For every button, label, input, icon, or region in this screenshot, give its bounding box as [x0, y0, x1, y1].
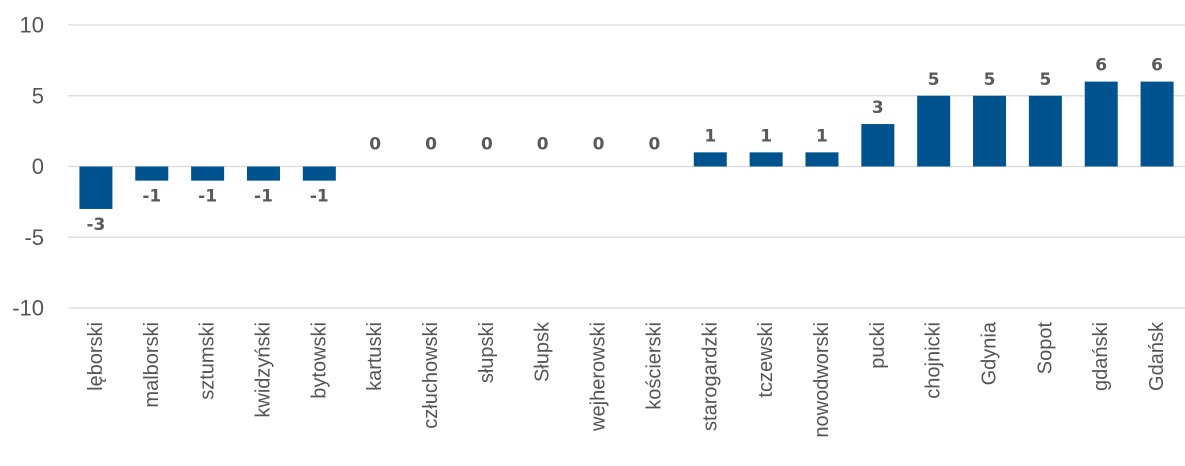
x-tick-label: chojnicki — [923, 322, 945, 399]
x-axis-ticks: lęborski malborski sztumski kwidzyński bytow… — [85, 321, 1168, 438]
x-tick-label: słupski — [476, 322, 498, 383]
data-label: 5 — [928, 70, 940, 90]
data-label: -1 — [254, 187, 273, 207]
data-label: 0 — [537, 135, 549, 155]
data-label: 3 — [872, 98, 884, 118]
data-label: 0 — [649, 135, 661, 155]
bar — [917, 95, 951, 167]
data-label: -1 — [310, 187, 329, 207]
x-tick-label: kwidzyński — [252, 322, 274, 418]
bar — [861, 124, 895, 167]
data-label: 0 — [369, 135, 381, 155]
bars — [79, 81, 1174, 209]
bar — [693, 152, 727, 167]
data-label: 0 — [481, 135, 493, 155]
x-tick-label: Słupsk — [532, 321, 554, 382]
x-tick-label: Sopot — [1034, 322, 1056, 375]
bar — [246, 166, 280, 181]
bar — [973, 95, 1007, 167]
x-tick-label: malborski — [141, 322, 163, 408]
bar — [1140, 81, 1174, 167]
bar — [1028, 95, 1062, 167]
data-label: 1 — [816, 126, 828, 146]
x-tick-label: starogardzki — [699, 322, 721, 431]
bar — [135, 166, 169, 181]
bar — [805, 152, 839, 167]
x-tick-label: nowodworski — [811, 322, 833, 438]
x-tick-label: Gdynia — [979, 321, 1001, 385]
y-tick-label: 10 — [20, 13, 44, 38]
y-axis-ticks: 10 5 0 -5 -10 — [12, 13, 44, 321]
data-label: 1 — [760, 126, 772, 146]
data-label: -1 — [198, 187, 217, 207]
x-tick-label: Gdańsk — [1146, 321, 1168, 391]
x-tick-label: sztumski — [197, 322, 219, 400]
x-tick-label: kartuski — [364, 322, 386, 391]
data-label: -3 — [86, 215, 105, 235]
data-label: 6 — [1151, 56, 1163, 76]
data-labels: -3 -1 -1 -1 -1 0 0 0 0 0 0 1 1 1 3 5 5 5 6 6 — [86, 56, 1163, 235]
x-tick-label: wejherowski — [588, 322, 610, 432]
x-tick-label: lęborski — [85, 322, 107, 391]
x-tick-label: pucki — [867, 322, 889, 369]
data-label: 1 — [704, 126, 716, 146]
bar — [302, 166, 336, 181]
bar — [749, 152, 783, 167]
y-tick-label: 5 — [32, 83, 44, 108]
bar — [1084, 81, 1118, 167]
x-tick-label: tczewski — [755, 322, 777, 398]
data-label: -1 — [142, 187, 161, 207]
y-tick-label: 0 — [32, 154, 44, 179]
bar — [191, 166, 225, 181]
bar — [79, 166, 113, 209]
x-tick-label: człuchowski — [420, 322, 442, 429]
x-tick-label: kościerski — [643, 322, 665, 410]
gridlines — [68, 24, 1185, 309]
x-tick-label: bytowski — [308, 322, 330, 399]
y-tick-label: -10 — [12, 296, 44, 321]
data-label: 6 — [1095, 56, 1107, 76]
y-tick-label: -5 — [24, 225, 44, 250]
x-tick-label: gdański — [1090, 322, 1112, 391]
data-label: 0 — [425, 135, 437, 155]
data-label: 5 — [984, 70, 996, 90]
data-label: 5 — [1039, 70, 1051, 90]
data-label: 0 — [593, 135, 605, 155]
